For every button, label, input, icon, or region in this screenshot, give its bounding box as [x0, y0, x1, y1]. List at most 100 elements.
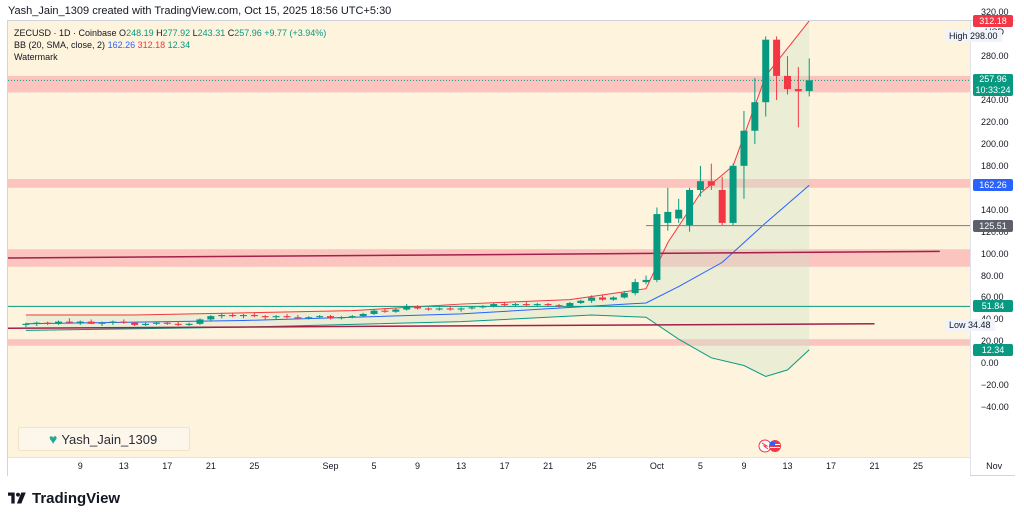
candle-body [468, 307, 476, 309]
legend-o-label: O [119, 28, 127, 38]
candle-body [522, 304, 530, 306]
candle-body [762, 39, 770, 103]
legend-bb-upper: 312.18 [137, 40, 166, 50]
candle-body [163, 322, 171, 324]
candle-body [152, 322, 160, 324]
legend-h-label: H [156, 28, 163, 38]
legend-open: 248.19 [126, 28, 154, 38]
candle-body [33, 322, 41, 324]
candle-body [446, 308, 454, 310]
candle-body [196, 319, 204, 324]
candle-body [370, 310, 378, 314]
candle-body [98, 322, 106, 324]
candle-body [403, 306, 411, 310]
candle-body [272, 316, 280, 318]
bar-countdown: 10:33:24 [975, 85, 1011, 96]
candle-body [131, 322, 139, 325]
candle-body [424, 308, 432, 310]
legend-l-label: L [192, 28, 198, 38]
candle-body [142, 323, 150, 325]
candle-body [327, 316, 335, 319]
candle-body [686, 189, 694, 226]
price-axis[interactable]: USD 320.00280.00260.00240.00220.00200.00… [945, 7, 1016, 475]
candle-body [109, 321, 117, 323]
candle-body [501, 304, 509, 306]
legend-bb-middle: 162.26 [107, 40, 136, 50]
price-badge: 51.84 [973, 300, 1013, 313]
candle-body [55, 321, 63, 324]
last-price-value: 257.96 [979, 74, 1007, 85]
time-tick-label: 17 [825, 461, 837, 471]
support-resistance-zone [8, 75, 970, 93]
candle-body [381, 310, 389, 312]
legend-low: 243.31 [197, 28, 226, 38]
candle-body [751, 102, 759, 131]
candle-body [207, 316, 215, 320]
time-tick-label: 21 [869, 461, 880, 471]
legend-c-label: C [227, 28, 235, 38]
last-price-badge: 257.96 10:33:24 [973, 74, 1013, 97]
candle-body [348, 316, 356, 318]
candle-body [229, 315, 237, 317]
legend-row-watermark[interactable]: Watermark [14, 51, 326, 63]
candle-body [707, 181, 715, 186]
time-tick-label: Sep [322, 461, 339, 471]
candle-body [435, 308, 443, 310]
plot-area[interactable]: ZECUSD · 1D · Coinbase O248.19 H277.92 L… [8, 21, 970, 457]
price-tick-label: 100.00 [981, 248, 1009, 259]
candle-body [359, 313, 367, 317]
time-axis[interactable]: 9 13 17 21 25 Sep 5 9 13 17 21 25 Oct 5 9 13 17 21 25 Nov [8, 457, 1002, 476]
candle-body [239, 315, 247, 317]
candle-body [479, 306, 487, 308]
candle-body [392, 309, 400, 312]
time-tick-label: 17 [162, 461, 173, 471]
price-badge: 12.34 [973, 343, 1013, 356]
price-tick-label: 280.00 [981, 51, 1009, 62]
heart-icon: ♥ [49, 431, 58, 447]
chart-svg [8, 21, 970, 378]
candle-body [773, 39, 781, 76]
candle-body [653, 214, 661, 280]
candle-body [729, 165, 737, 223]
candle-body [283, 316, 291, 318]
bb-upper-line [25, 21, 810, 316]
price-badge: 162.26 [973, 179, 1013, 192]
candle-body [794, 89, 802, 92]
trend-line [8, 323, 875, 329]
candle-body [631, 282, 639, 294]
candle-body [620, 293, 628, 298]
price-tick-label: 80.00 [981, 270, 1004, 281]
candle-body [642, 279, 650, 283]
bb-lower-line [25, 314, 810, 378]
candle-body [76, 321, 84, 323]
time-tick-label: 25 [249, 461, 260, 471]
candle-body [511, 304, 519, 306]
candle-body [609, 297, 617, 300]
watermark-text: Yash_Jain_1309 [61, 432, 158, 447]
price-tick-label: 140.00 [981, 204, 1009, 215]
support-resistance-zone [8, 339, 970, 346]
flags-icon[interactable] [756, 439, 786, 453]
candle-body [316, 316, 324, 318]
candle-body [588, 297, 596, 301]
price-tick-label: 20.00 [981, 336, 1004, 347]
candle-body [599, 297, 607, 300]
candle-body [555, 305, 563, 307]
candle-body [261, 316, 269, 318]
legend-row-symbol: ZECUSD · 1D · Coinbase O248.19 H277.92 L… [14, 27, 326, 39]
time-tick-label: 9 [741, 461, 747, 471]
time-tick-label: 25 [586, 461, 597, 471]
candle-body [22, 323, 30, 325]
tradingview-logo[interactable]: TradingView [8, 490, 120, 507]
time-tick-label: 5 [371, 461, 377, 471]
candle-body [294, 317, 302, 319]
legend-bb-lower: 12.34 [167, 40, 191, 50]
time-tick-label: 21 [205, 461, 216, 471]
price-tick-label: 200.00 [981, 138, 1009, 149]
candle-body [718, 189, 726, 223]
price-tick-label: 180.00 [981, 160, 1009, 171]
candle-body [783, 75, 791, 90]
legend-row-bb[interactable]: BB (20, SMA, close, 2) 162.26 312.18 12.… [14, 39, 326, 51]
trend-line [8, 250, 940, 259]
time-tick-label: 9 [415, 461, 421, 471]
